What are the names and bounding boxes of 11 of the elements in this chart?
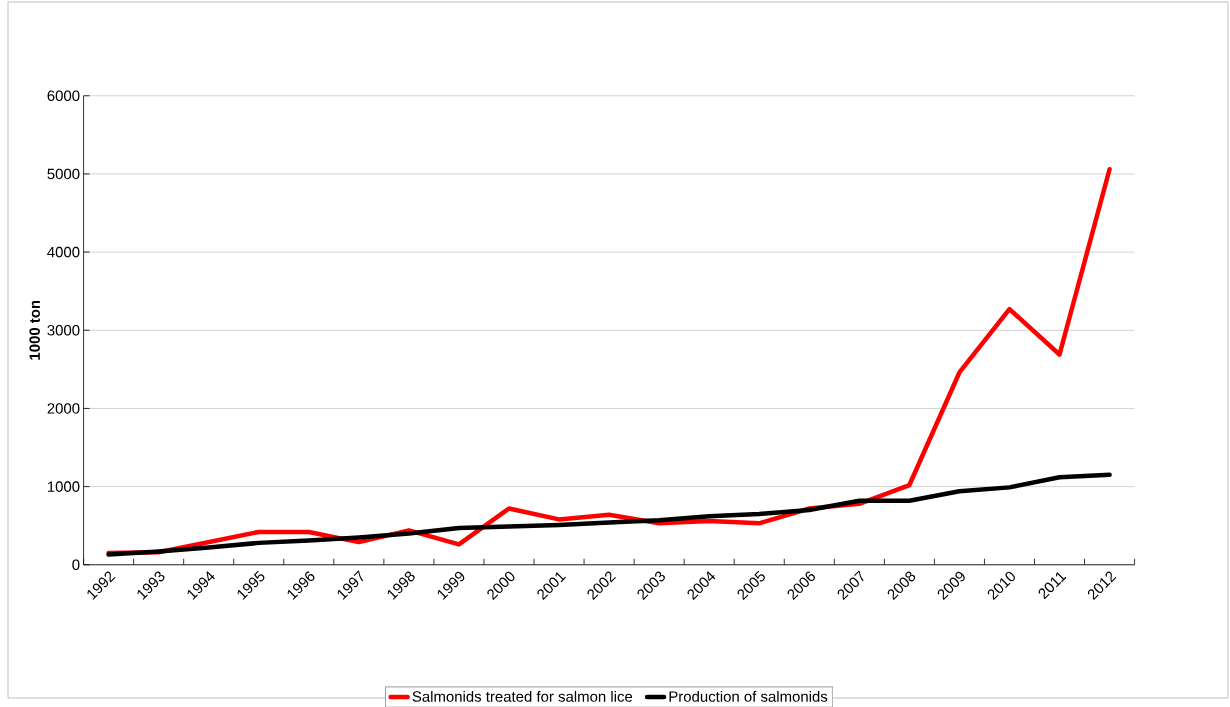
y-axis-title: 1000 ton [29, 300, 40, 360]
y-tick-label: 1000 [47, 481, 80, 492]
y-tick-label: 0 [72, 559, 80, 570]
y-tick-label: 6000 [47, 90, 80, 101]
y-tick-label: 4000 [47, 246, 80, 258]
legend-label: Production of salmonids [669, 690, 828, 702]
y-tick-label: 5000 [47, 168, 80, 180]
y-tick-label: 3000 [47, 324, 80, 336]
line-series [106, 472, 1112, 557]
legend-label: Salmonids treated for salmon lice [412, 690, 633, 702]
y-tick-label: 2000 [47, 402, 80, 414]
